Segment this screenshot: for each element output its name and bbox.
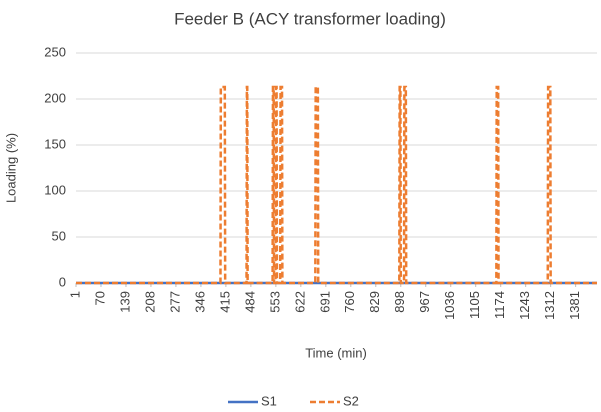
x-tick-label: 1174 (492, 291, 507, 319)
x-tick-label: 1381 (567, 291, 582, 320)
y-tick-label: 150 (44, 136, 66, 151)
x-tick-label: 622 (292, 291, 307, 313)
x-tick-label: 553 (267, 291, 282, 313)
chart-title: Feeder B (ACY transformer loading) (174, 9, 446, 28)
x-tick-label: 1312 (542, 291, 557, 320)
y-tick-label: 200 (44, 90, 66, 105)
x-tick-label: 208 (142, 291, 157, 313)
x-tick-label: 691 (317, 291, 332, 313)
y-tick-label: 250 (44, 44, 66, 59)
x-tick-label: 277 (167, 291, 182, 313)
y-tick-label: 100 (44, 182, 66, 197)
x-tick-label: 829 (367, 291, 382, 313)
series-line (76, 85, 597, 285)
x-tick-label: 1 (67, 291, 82, 298)
x-tick-label: 1105 (467, 291, 482, 319)
x-tick-label: 967 (417, 291, 432, 313)
x-tick-label: 484 (242, 291, 257, 313)
y-tick-label: 50 (52, 228, 66, 243)
x-tick-label: 1036 (442, 291, 457, 320)
x-tick-label: 139 (117, 291, 132, 313)
x-tick-label: 760 (342, 291, 357, 313)
legend-label: S1 (261, 393, 277, 408)
x-axis-label: Time (min) (305, 345, 367, 360)
y-axis-label: Loading (%) (3, 133, 18, 203)
x-tick-label: 898 (392, 291, 407, 313)
legend-label: S2 (343, 393, 359, 408)
x-tick-label: 346 (192, 291, 207, 313)
x-tick-label: 415 (217, 291, 232, 313)
x-tick-label: 70 (92, 291, 107, 305)
y-tick-label: 0 (59, 274, 66, 289)
x-tick-label: 1243 (517, 291, 532, 320)
